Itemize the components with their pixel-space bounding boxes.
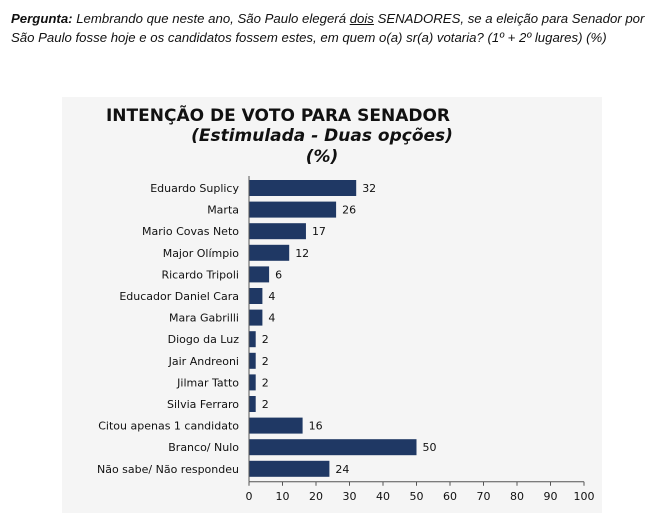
category-label: Silvia Ferraro <box>167 398 239 411</box>
x-tick-label: 100 <box>574 490 595 503</box>
value-label: 12 <box>295 247 309 260</box>
question-text-before: Lembrando que neste ano, São Paulo elege… <box>72 11 350 26</box>
bar <box>249 266 270 283</box>
x-tick-label: 20 <box>309 490 323 503</box>
category-label: Diogo da Luz <box>168 333 240 346</box>
value-label: 26 <box>342 204 356 217</box>
bar-chart: INTENÇÃO DE VOTO PARA SENADOR (Estimulad… <box>97 103 595 503</box>
chart-panel: INTENÇÃO DE VOTO PARA SENADOR (Estimulad… <box>62 97 602 513</box>
category-label: Major Olímpio <box>163 247 240 260</box>
value-label: 17 <box>312 225 326 238</box>
value-label: 32 <box>362 182 376 195</box>
bar <box>249 417 303 434</box>
category-label: Mario Covas Neto <box>142 225 239 238</box>
bar <box>249 244 290 261</box>
category-label: Citou apenas 1 candidato <box>98 420 239 433</box>
bar <box>249 180 357 196</box>
question-underlined-word: dois <box>349 11 374 26</box>
x-tick-label: 40 <box>376 490 390 503</box>
category-label: Mara Gabrilli <box>169 312 239 325</box>
x-tick-label: 80 <box>510 490 524 503</box>
question-text: Pergunta: Lembrando que neste ano, São P… <box>11 9 663 47</box>
value-label: 2 <box>262 376 269 389</box>
value-label: 24 <box>335 463 349 476</box>
bar <box>249 352 256 369</box>
value-label: 50 <box>423 441 437 454</box>
chart-title: INTENÇÃO DE VOTO PARA SENADOR <box>106 103 450 126</box>
question-prefix: Pergunta: <box>11 11 73 26</box>
chart-subtitle: (Estimulada - Duas opções) <box>191 126 453 146</box>
x-tick-label: 10 <box>276 490 290 503</box>
category-label: Marta <box>207 204 239 217</box>
bar <box>249 201 337 218</box>
x-tick-label: 0 <box>246 490 253 503</box>
value-label: 4 <box>268 290 275 303</box>
value-label: 6 <box>275 268 282 281</box>
category-label: Educador Daniel Cara <box>119 290 239 303</box>
category-label: Jilmar Tatto <box>176 376 239 389</box>
value-label: 16 <box>309 420 323 433</box>
value-label: 2 <box>262 333 269 346</box>
bar <box>249 439 417 456</box>
x-axis-ticks: 0 10 20 30 40 50 60 70 80 90 100 <box>246 481 595 503</box>
x-tick-label: 50 <box>410 490 424 503</box>
bar <box>249 396 256 412</box>
category-label: Não sabe/ Não respondeu <box>97 463 239 476</box>
bar <box>249 288 263 304</box>
category-label: Branco/ Nulo <box>168 441 239 454</box>
category-label: Ricardo Tripoli <box>161 268 239 281</box>
bar <box>249 309 263 326</box>
bar <box>249 460 330 477</box>
x-tick-label: 90 <box>544 490 558 503</box>
bar <box>249 223 306 240</box>
bar <box>249 374 256 391</box>
chart-unit: (%) <box>306 147 339 167</box>
category-label: Jair Andreoni <box>168 355 239 368</box>
value-label: 2 <box>262 398 269 411</box>
x-tick-label: 70 <box>477 490 491 503</box>
x-tick-label: 60 <box>443 490 457 503</box>
bar <box>249 331 256 348</box>
category-label: Eduardo Suplicy <box>150 182 239 195</box>
x-tick-label: 30 <box>343 490 357 503</box>
question-text-after: SENADORES, se a eleição para Senador por… <box>11 11 645 45</box>
value-label: 4 <box>268 312 275 325</box>
value-label: 2 <box>262 355 269 368</box>
